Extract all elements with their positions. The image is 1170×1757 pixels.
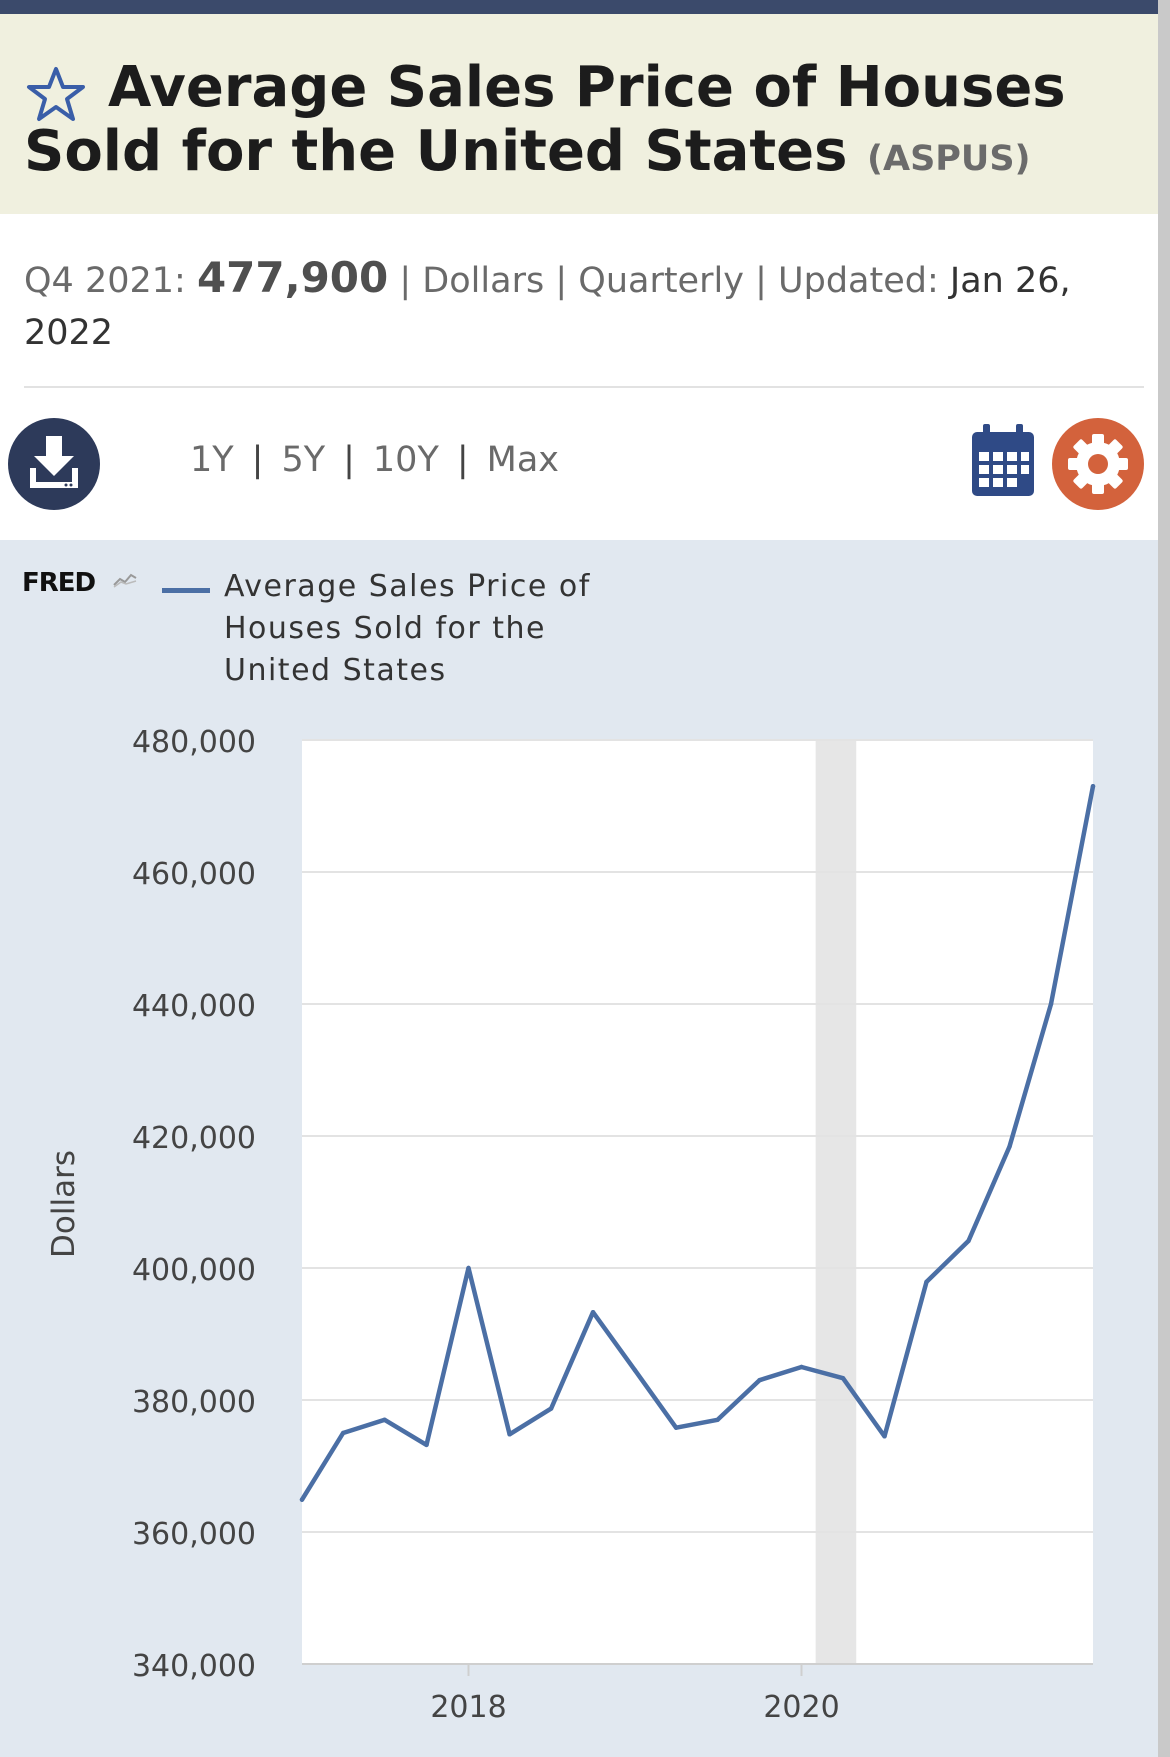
gear-icon	[1068, 434, 1128, 494]
plot-background	[302, 740, 1093, 1664]
y-tick-label: 400,000	[132, 1253, 256, 1288]
data-point	[966, 1238, 971, 1244]
y-tick-label: 420,000	[132, 1121, 256, 1156]
series-line	[299, 783, 1096, 1502]
data-point	[466, 1265, 471, 1271]
settings-button[interactable]	[1052, 418, 1144, 510]
fred-logo-graph-icon	[113, 573, 137, 588]
data-point	[799, 1364, 804, 1370]
range-selector: 1Y | 5Y | 10Y | Max	[190, 440, 559, 480]
range-10y[interactable]: 10Y	[372, 440, 439, 480]
range-separator: |	[456, 440, 469, 480]
x-tick-label: 2020	[763, 1690, 839, 1725]
data-point	[715, 1417, 720, 1422]
y-tick-label: 440,000	[132, 989, 256, 1024]
chart-area: FRED Average Sales Price of Houses Sold …	[0, 540, 1158, 1757]
top-bar	[0, 0, 1158, 14]
data-point	[840, 1376, 846, 1381]
fred-logo: FRED	[22, 568, 96, 598]
range-5y[interactable]: 5Y	[281, 440, 326, 480]
window-edge	[1158, 0, 1170, 1757]
data-point	[1007, 1144, 1012, 1149]
data-point	[673, 1425, 679, 1430]
data-point	[924, 1279, 929, 1285]
range-max[interactable]: Max	[486, 440, 559, 480]
y-tick-label: 380,000	[132, 1385, 256, 1420]
title-band	[0, 14, 1158, 214]
data-point	[382, 1417, 387, 1422]
updated-date: Jan 26, 2022	[24, 261, 1071, 353]
latest-value: 477,900	[196, 253, 389, 302]
data-point	[1048, 1001, 1054, 1007]
x-tick-label: 2018	[430, 1690, 506, 1725]
data-point	[882, 1434, 887, 1439]
page-title: Average Sales Price of Houses Sold for t…	[24, 56, 1134, 191]
star-icon[interactable]	[26, 66, 86, 124]
legend-swatch	[162, 588, 210, 593]
y-axis-label: Dollars	[46, 1150, 82, 1258]
y-tick-label: 480,000	[132, 725, 256, 760]
data-point	[757, 1378, 762, 1383]
series-meta: Q4 2021: 477,900 | Dollars | Quarterly |…	[24, 252, 1144, 359]
y-tick-label: 340,000	[132, 1649, 256, 1684]
toolbar: 1Y | 5Y | 10Y | Max	[0, 418, 1158, 514]
units-label: | Dollars |	[399, 261, 568, 301]
frequency-label: Quarterly	[578, 261, 744, 301]
data-point	[632, 1368, 638, 1373]
download-button[interactable]	[8, 418, 100, 510]
legend-label: Average Sales Price of Houses Sold for t…	[224, 569, 591, 688]
title-text: Average Sales Price of Houses Sold for t…	[24, 55, 1066, 184]
range-1y[interactable]: 1Y	[190, 440, 234, 480]
y-tick-label: 360,000	[132, 1517, 256, 1552]
range-separator: |	[251, 440, 264, 480]
calendar-icon[interactable]	[970, 422, 1036, 498]
y-tick-label: 460,000	[132, 857, 256, 892]
data-point	[1090, 784, 1096, 789]
period-label: Q4 2021:	[24, 261, 186, 301]
line-chart: 340,000 360,000 380,000 400,000 420,000 440,0…	[46, 725, 1096, 1725]
data-point	[299, 1497, 305, 1502]
divider	[24, 386, 1144, 388]
data-point	[590, 1310, 596, 1315]
updated-label: | Updated:	[755, 261, 939, 301]
data-point	[507, 1432, 512, 1437]
data-point	[340, 1430, 346, 1436]
recession-band	[815, 740, 857, 1664]
data-point	[548, 1406, 554, 1411]
download-icon	[30, 436, 78, 488]
range-separator: |	[343, 440, 355, 480]
data-point	[424, 1442, 429, 1448]
series-id: (ASPUS)	[866, 139, 1031, 179]
